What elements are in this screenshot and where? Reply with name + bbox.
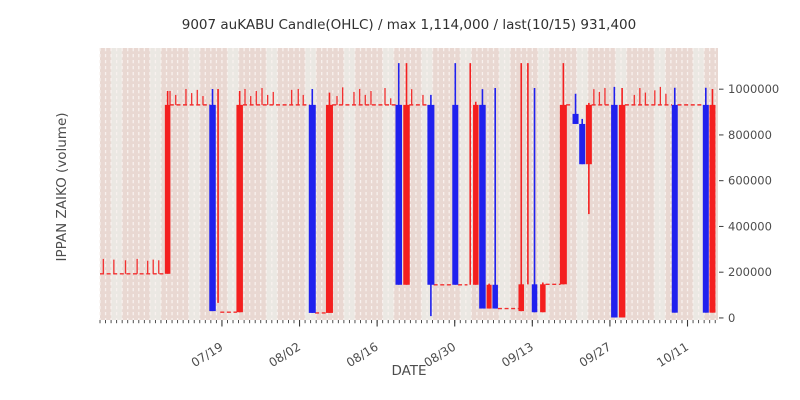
- x-tick-label: 07/19: [189, 340, 226, 370]
- candle-body: [479, 104, 486, 309]
- y-tick-label: 0: [728, 311, 735, 325]
- candle-body: [427, 104, 435, 285]
- candle-body: [540, 284, 546, 313]
- weekend-band: [537, 48, 549, 320]
- candle-body: [702, 104, 709, 313]
- x-tick-label: 09/13: [499, 340, 536, 370]
- weekend-band: [149, 48, 161, 320]
- candle-body: [611, 104, 618, 318]
- weekend-band: [693, 48, 705, 320]
- candle-body: [164, 104, 171, 274]
- weekend-band: [460, 48, 472, 320]
- y-axis-ticks: 0 200000 400000 600000 800000 1000000: [719, 82, 779, 325]
- weekend-band: [576, 48, 588, 320]
- x-tick-label: 08/02: [266, 340, 303, 370]
- weekend-band: [188, 48, 200, 320]
- weekend-band: [227, 48, 239, 320]
- weekend-band: [499, 48, 511, 320]
- y-tick-label: 1000000: [728, 82, 779, 96]
- x-axis-ticks: [99, 320, 716, 327]
- spike-ticks: [102, 86, 667, 274]
- candle-body: [559, 104, 567, 285]
- weekend-band: [111, 48, 123, 320]
- x-tick-label: 08/30: [422, 340, 459, 370]
- candle-body: [671, 104, 678, 313]
- candle-body: [518, 284, 524, 312]
- weekend-band: [266, 48, 278, 320]
- candle-body: [308, 104, 316, 313]
- candles: [164, 63, 716, 318]
- candle-body: [531, 284, 538, 313]
- candle-body: [572, 113, 579, 124]
- x-tick-label: 09/27: [577, 340, 614, 370]
- candle-body: [579, 123, 586, 165]
- y-tick-label: 400000: [728, 219, 772, 233]
- candle-body: [403, 104, 410, 285]
- candle-body: [395, 104, 402, 285]
- candle-body: [492, 284, 498, 309]
- candle-body: [709, 104, 716, 313]
- candle-body: [209, 104, 216, 312]
- candle-body: [486, 284, 492, 309]
- candle-body: [585, 104, 592, 165]
- candle-body: [618, 104, 626, 318]
- candle-body: [452, 104, 459, 285]
- weekend-band: [343, 48, 355, 320]
- x-tick-label: 08/16: [344, 340, 381, 370]
- x-axis-label: DATE: [391, 363, 427, 379]
- y-tick-label: 800000: [728, 128, 772, 142]
- chart-title: 9007 auKABU Candle(OHLC) / max 1,114,000…: [181, 17, 637, 33]
- weekend-band: [421, 48, 433, 320]
- y-tick-label: 600000: [728, 174, 772, 188]
- y-tick-label: 200000: [728, 265, 772, 279]
- x-tick-label: 10/11: [654, 340, 691, 370]
- weekend-band: [382, 48, 394, 320]
- candle-body: [325, 104, 333, 313]
- weekend-band: [654, 48, 666, 320]
- candle-body: [236, 104, 243, 313]
- candle-body: [473, 104, 479, 285]
